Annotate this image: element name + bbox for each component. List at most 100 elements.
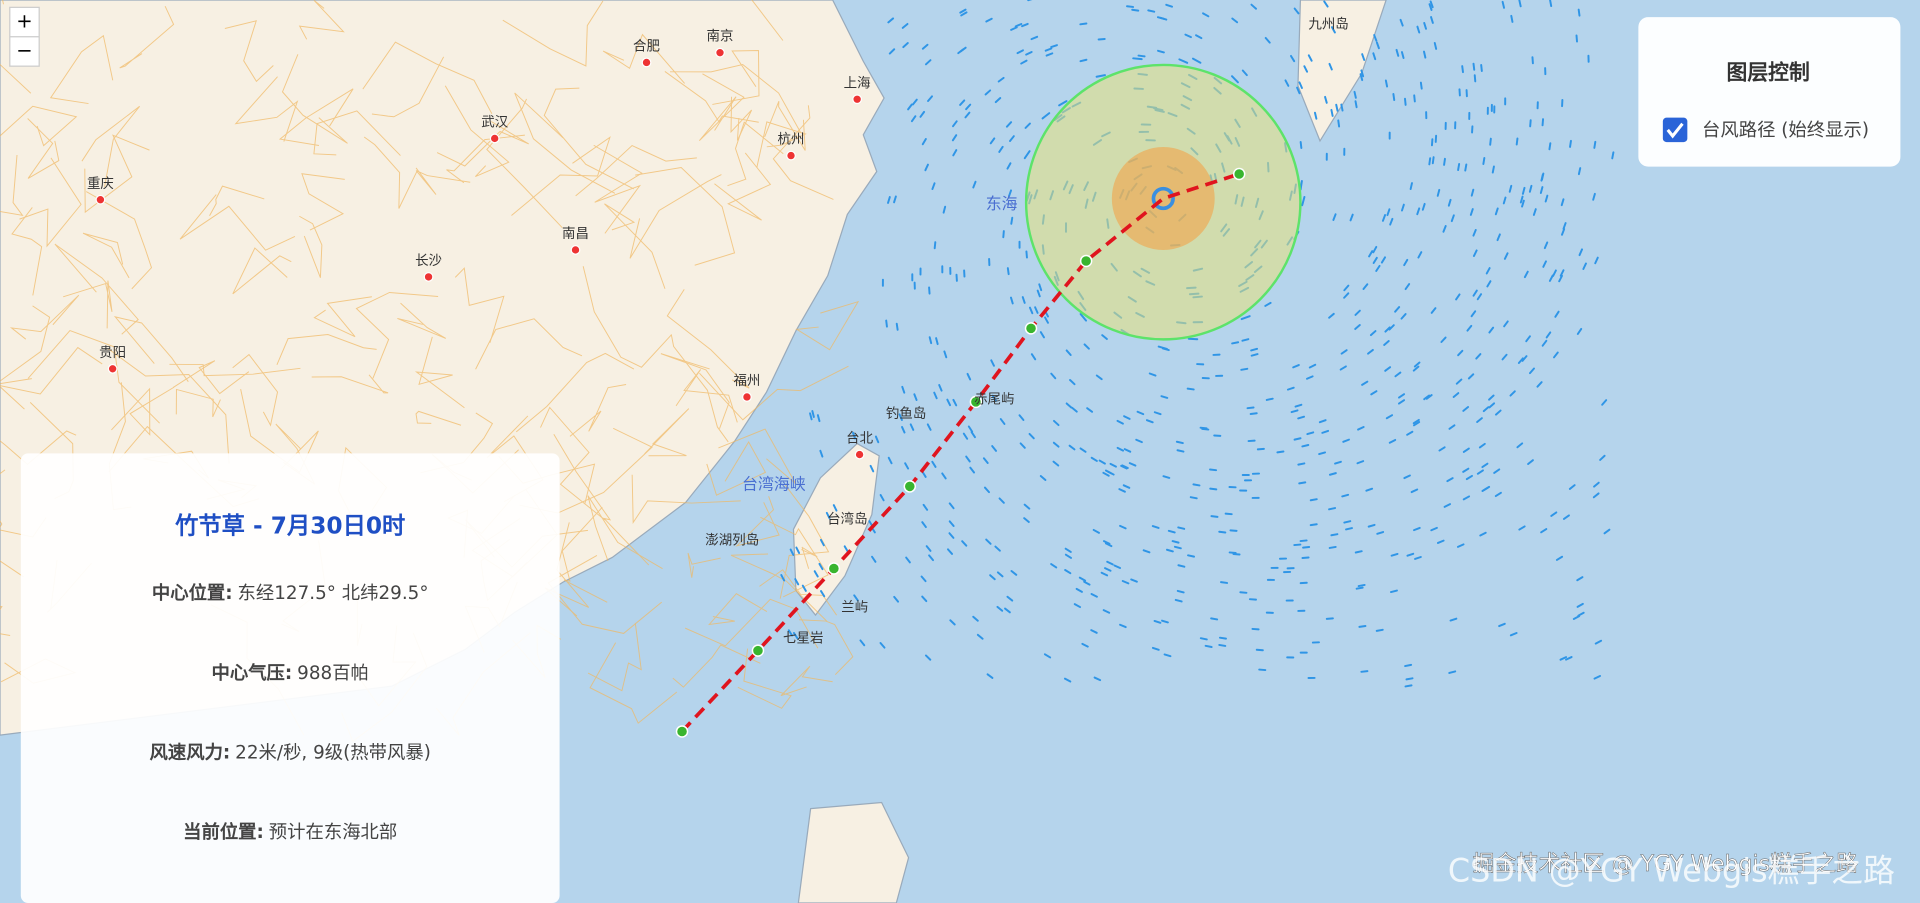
road [799,619,854,675]
wind-particle [1341,493,1350,498]
road [232,247,292,295]
wind-particle [1417,251,1423,259]
field-value: 预计在东海北部 [269,822,397,843]
wind-particle [1008,189,1013,198]
wind-particle [989,137,996,145]
layer-checkbox[interactable] [1662,117,1688,143]
zoom-controls: + − [9,6,40,67]
wind-particle [893,195,897,204]
wind-particle [1039,475,1047,481]
road [311,374,389,394]
road [313,110,401,156]
wind-particle [991,445,998,452]
wind-particle [1296,86,1301,95]
wind-particle [1358,625,1367,628]
wind-particle [1489,137,1492,146]
wind-particle [811,410,815,418]
wind-particle [1413,361,1421,368]
city-label: 杭州 [778,132,805,148]
wind-particle [1192,483,1201,487]
wind-particle [1010,216,1014,225]
road [502,0,604,67]
wind-particle [1565,656,1573,661]
wind-particle [1293,7,1300,15]
wind-particle [1519,195,1524,204]
zoom-out[interactable]: − [16,39,32,62]
wind-particle [957,48,965,55]
wind-particle [1501,353,1508,361]
wind-particle [1481,462,1489,469]
road [454,267,505,343]
wind-particle [1577,8,1581,17]
wind-particle [1548,274,1554,282]
wind-particle [1559,656,1568,661]
wind-particle [1340,103,1344,112]
wind-particle [941,472,947,480]
wind-particle [1028,432,1035,440]
wind-particle [1406,430,1414,436]
zoom-in[interactable]: + [16,10,32,33]
wind-particle [1367,523,1376,528]
road [11,207,43,296]
road [764,100,806,151]
wind-particle [1413,526,1421,532]
wind-particle [1239,591,1248,594]
field-value: 22米/秒, 9级(热带风暴) [235,743,431,764]
wind-particle [1558,274,1563,283]
wind-particle [1576,576,1584,582]
wind-particle [1284,79,1290,87]
wind-particle [1249,412,1258,415]
info-field: 风速风力: 22米/秒, 9级(热带风暴) [150,742,431,764]
wind-particle [910,115,917,123]
wind-particle [1482,406,1490,413]
wind-particle [951,134,958,142]
layer-option[interactable]: 台风路径 (始终显示) [1702,120,1869,141]
road [780,665,833,697]
wind-particle [795,546,801,555]
wind-particle [1369,330,1377,337]
road [84,134,150,214]
wind-particle [1541,339,1548,347]
wind-particle [1187,554,1196,558]
wind-particle [921,521,927,529]
road [631,474,741,525]
road [675,369,738,423]
wind-particle [874,435,880,444]
wind-particle [1120,464,1128,470]
wind-particle [1041,112,1051,120]
field-value: 988百帕 [297,663,369,684]
wind-particle [1250,3,1258,10]
road [371,56,445,118]
wind-particle [1356,460,1365,465]
wind-particle [1063,677,1072,683]
wind-particle [1209,487,1218,491]
wind-particle [1050,372,1057,380]
wind-particle [976,633,984,640]
wind-particle [1210,617,1219,621]
wind-particle [1354,309,1361,316]
wind-particle [1528,367,1535,375]
wind-particle [1307,54,1313,62]
wind-particle [1576,327,1583,335]
wind-particle [1360,670,1369,673]
road [415,410,462,426]
road [589,642,678,724]
wind-particle [1360,69,1365,78]
wind-particle [1218,643,1227,647]
wind-particle [1328,62,1333,71]
wind-particle [949,619,956,626]
wind-particle [952,398,958,407]
wind-particle [921,470,927,478]
wind-particle [1541,118,1545,127]
wind-particle [1131,8,1140,12]
wind-particle [1071,406,1078,413]
wind-particle [1395,48,1400,57]
road [684,598,819,649]
wind-particle [994,545,1001,552]
wind-particle [1461,65,1464,74]
wind-particle [1328,545,1337,549]
wind-particle [1462,467,1470,473]
wind-particle [1130,578,1138,583]
wind-particle [1443,503,1452,508]
wind-particle [1083,580,1091,586]
